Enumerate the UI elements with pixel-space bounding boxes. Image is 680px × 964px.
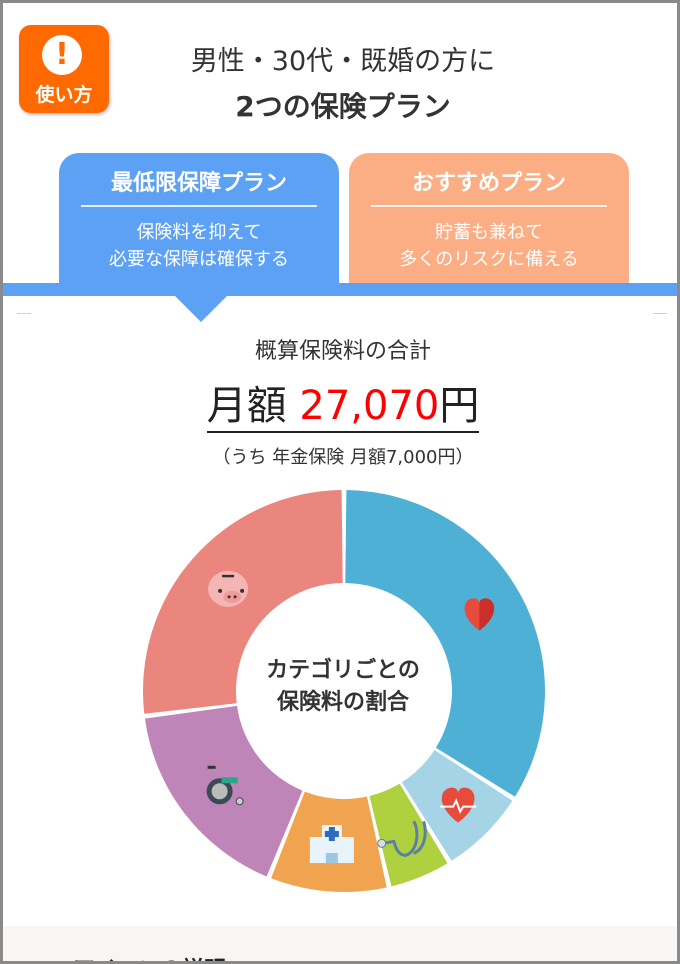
howto-button[interactable]: ! 使い方 bbox=[19, 25, 109, 113]
section-heading: アイコンの説明 bbox=[73, 952, 226, 961]
exclamation-bubble-icon: ! bbox=[42, 35, 82, 75]
chart-center-label: カテゴリごとの 保険料の割合 bbox=[243, 655, 443, 719]
divider bbox=[371, 205, 607, 207]
monthly-amount: 27,070 bbox=[299, 383, 440, 429]
chart-title-line: カテゴリごとの bbox=[266, 658, 420, 683]
donut-slice bbox=[143, 490, 343, 714]
icon-legend-section: アイコンの説明 bbox=[3, 926, 677, 961]
wheelchair-icon bbox=[206, 765, 244, 806]
tab-underline-bar bbox=[3, 283, 677, 296]
tab-name: おすすめプラン bbox=[411, 171, 566, 196]
tab-minimum-plan[interactable]: 最低限保障プラン 保険料を抑えて 必要な保障は確保する bbox=[59, 153, 339, 285]
divider bbox=[653, 313, 667, 314]
heart-icon bbox=[464, 598, 495, 631]
pension-note: （うち 年金保険 月額7,000円） bbox=[212, 447, 474, 468]
desc-line: 貯蓄も兼ねて bbox=[435, 222, 543, 243]
category-donut-chart bbox=[143, 490, 545, 892]
desc-line: 必要な保障は確保する bbox=[109, 249, 289, 270]
donut-slice bbox=[369, 783, 448, 887]
total-label: 概算保険料の合計 bbox=[254, 339, 431, 364]
divider bbox=[81, 205, 317, 207]
donut-slice bbox=[345, 490, 545, 797]
page-title: 2つの保険プラン bbox=[235, 90, 451, 123]
divider bbox=[17, 313, 31, 314]
hospital-icon bbox=[309, 825, 354, 864]
tab-name: 最低限保障プラン bbox=[110, 171, 287, 196]
monthly-prefix: 月額 bbox=[206, 383, 287, 429]
tab-description: 貯蓄も兼ねて 多くのリスクに備える bbox=[349, 219, 629, 273]
tab-recommended-plan[interactable]: おすすめプラン 貯蓄も兼ねて 多くのリスクに備える bbox=[349, 153, 629, 285]
tab-description: 保険料を抑えて 必要な保障は確保する bbox=[59, 219, 339, 273]
currency: 円 bbox=[439, 383, 480, 429]
chart-title-line: 保険料の割合 bbox=[276, 690, 409, 715]
selected-tab-pointer bbox=[175, 296, 227, 322]
stethoscope-icon bbox=[377, 820, 427, 857]
desc-line: 保険料を抑えて bbox=[136, 222, 262, 243]
desc-line: 多くのリスクに備える bbox=[399, 249, 579, 270]
page-subtitle: 男性・30代・既婚の方に bbox=[190, 46, 496, 77]
piggy-bank-icon bbox=[208, 570, 249, 607]
monthly-total: 月額 27,070円 bbox=[3, 373, 677, 433]
heart-pulse-icon bbox=[440, 787, 477, 823]
howto-label: 使い方 bbox=[35, 84, 93, 106]
